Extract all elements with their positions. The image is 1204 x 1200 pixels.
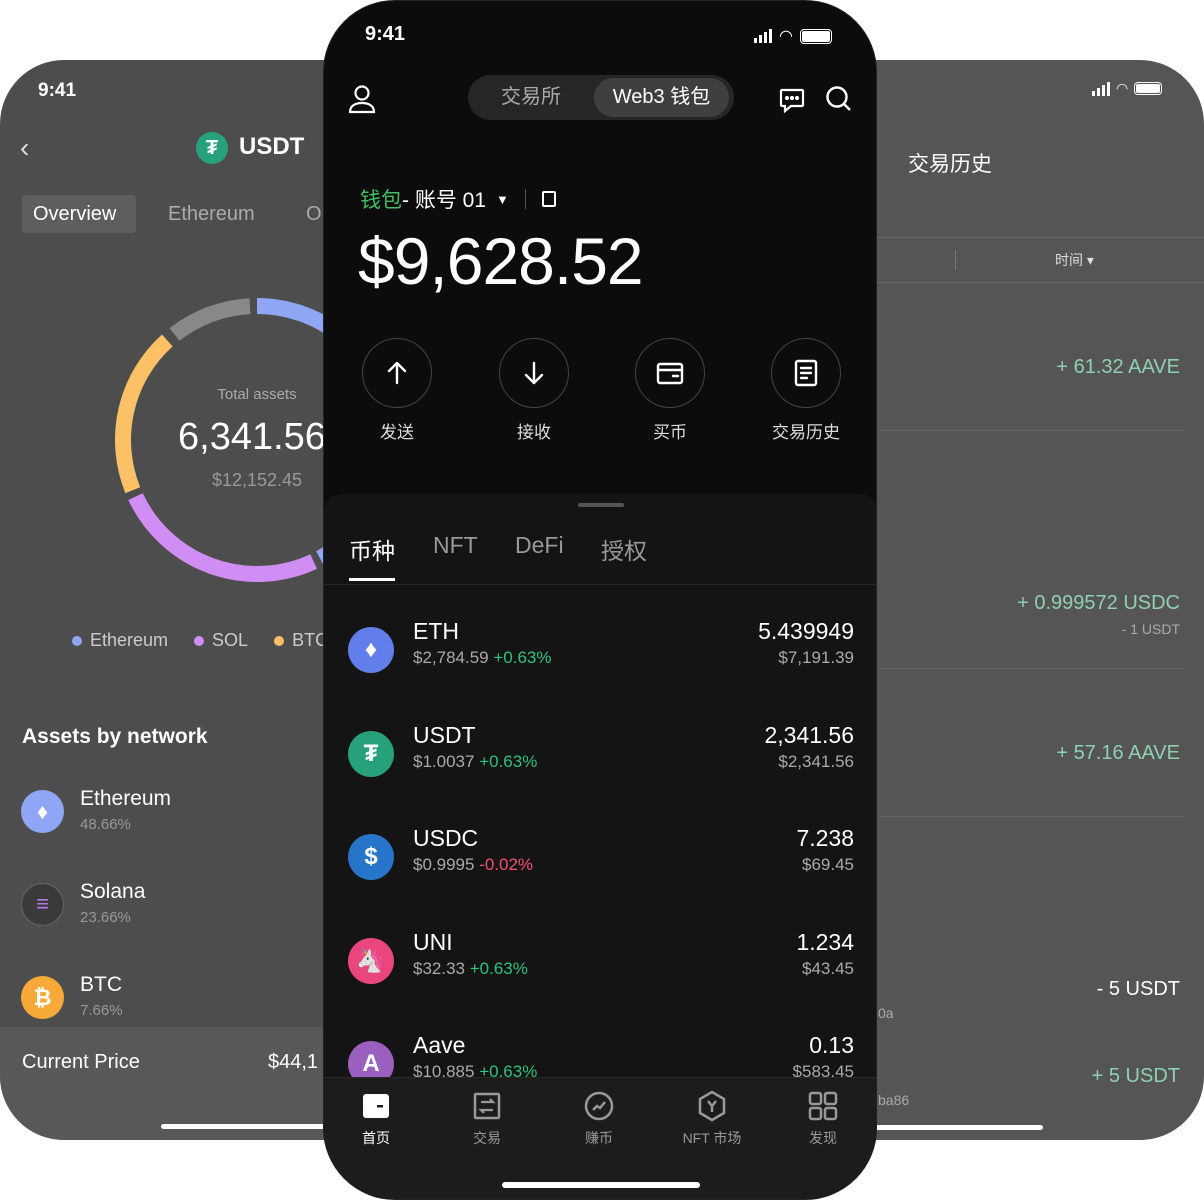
center-phone-wallet-screen: 9:41 ◠ 交易所 Web3 钱包 钱包 - 账号 01 ▼ $9,628.52… [323,0,877,1200]
usdc-icon: $ [348,834,394,880]
donut-legend: Ethereum SOL BTC [72,630,328,651]
status-icons: ◠ [1092,80,1163,97]
earn-icon [584,1091,614,1121]
history-row-sub: - 1 USDT [1121,621,1180,637]
legend-sol: SOL [194,630,248,651]
account-selector[interactable]: 钱包 - 账号 01 ▼ [360,184,556,214]
action-card-button[interactable]: 买币 [630,338,710,448]
page-title: 交易历史 [908,153,992,176]
tab-overview[interactable]: Overview [33,203,117,225]
token-row-uni[interactable]: 🦄 UNI $32.33 +0.63% 1.234 $43.45 [324,925,876,1015]
history-row-amount[interactable]: + 57.16 AAVE [1056,742,1180,764]
ethereum-icon: ♦ [21,790,64,833]
segment-exchange[interactable]: 交易所 [501,86,561,108]
eth-icon: ♦ [348,627,394,673]
sheet-handle[interactable] [578,503,624,507]
battery-icon [799,28,832,44]
mode-switch: 交易所 Web3 钱包 [468,75,734,120]
token-row-eth[interactable]: ♦ ETH $2,784.59 +0.63% 5.439949 $7,191.3… [324,614,876,704]
history-row-amount[interactable]: + 5 USDT [1091,1065,1180,1087]
tab-other[interactable]: O [306,203,322,225]
nav-nft-market[interactable]: NFT 市场 [667,1090,757,1160]
tab-ethereum[interactable]: Ethereum [168,203,255,225]
nft-market-icon [698,1090,726,1122]
asset-sheet: 币种 NFT DeFi 授权 ♦ ETH $2,784.59 +0.63% 5.439… [324,494,876,1094]
home-indicator [502,1182,700,1188]
arrow-down-icon [499,338,569,408]
nav-discover[interactable]: 发现 [778,1090,868,1160]
bitcoin-icon: ₿ [21,976,64,1019]
page-title: USDT [239,133,305,160]
arrow-up-icon [362,338,432,408]
action-buttons: 发送 接收 买币 交易历史 [324,338,876,448]
profile-icon[interactable] [348,84,376,114]
nav-earn[interactable]: 赚币 [554,1090,644,1160]
history-row-amount[interactable]: + 0.999572 USDC [1017,592,1180,614]
nav-trade[interactable]: 交易 [442,1090,532,1160]
status-time: 9:41 [365,23,406,45]
status-icons: ◠ [754,26,832,46]
history-row-amount[interactable]: - 5 USDT [1096,978,1180,1000]
discover-icon [808,1091,838,1121]
trade-icon [473,1092,501,1120]
tab-授权[interactable]: 授权 [601,538,647,564]
uni-icon: 🦄 [348,937,394,984]
search-icon[interactable] [825,85,853,113]
donut-total-amount: 6,341.56 [178,416,326,458]
status-time: 9:41 [38,80,77,101]
tab-币种[interactable]: 币种 [349,532,395,581]
history-icon [771,338,841,408]
copy-icon[interactable] [541,191,556,207]
usdt-icon: ₮ [348,730,394,777]
wifi-icon: ◠ [779,28,793,45]
donut-fiat: $12,152.45 [211,470,303,490]
card-icon [635,338,705,408]
time-filter-dropdown[interactable]: 时间 ▾ [1055,252,1094,268]
donut-center-label: Total assets [217,386,297,403]
solana-icon: ≡ [21,883,64,926]
history-row-amount[interactable]: + 61.32 AAVE [1056,356,1180,378]
token-row-usdc[interactable]: $ USDC $0.9995 -0.02% 7.238 $69.45 [324,821,876,911]
donut-segment [169,298,251,341]
legend-ethereum: Ethereum [72,630,168,651]
total-balance: $9,628.52 [358,224,644,298]
action-history-button[interactable]: 交易历史 [766,338,846,448]
action-arrow-up-button[interactable]: 发送 [357,338,437,448]
history-row-address: 0a [878,1005,894,1021]
chat-icon[interactable] [778,86,806,114]
usdt-icon: ₮ [196,132,228,164]
legend-btc: BTC [274,630,328,651]
home-indicator [161,1124,361,1129]
token-row-usdt[interactable]: ₮ USDT $1.0037 +0.63% 2,341.56 $2,341.56 [324,718,876,808]
history-row-address: ba86 [878,1092,910,1108]
tab-nft[interactable]: NFT [433,532,478,558]
bottom-nav: 首页 交易 赚币 NFT 市场 发现 [324,1077,876,1199]
segment-web3-wallet[interactable]: Web3 钱包 [594,78,729,117]
action-arrow-down-button[interactable]: 接收 [494,338,574,448]
home-indicator [840,1125,1043,1130]
tab-defi[interactable]: DeFi [515,532,564,558]
nav-home[interactable]: 首页 [331,1090,421,1160]
donut-segment [115,334,173,494]
back-button[interactable]: ‹ [20,132,30,163]
donut-segment [128,493,318,582]
home-icon [363,1094,389,1118]
section-title: Assets by network [22,725,208,748]
